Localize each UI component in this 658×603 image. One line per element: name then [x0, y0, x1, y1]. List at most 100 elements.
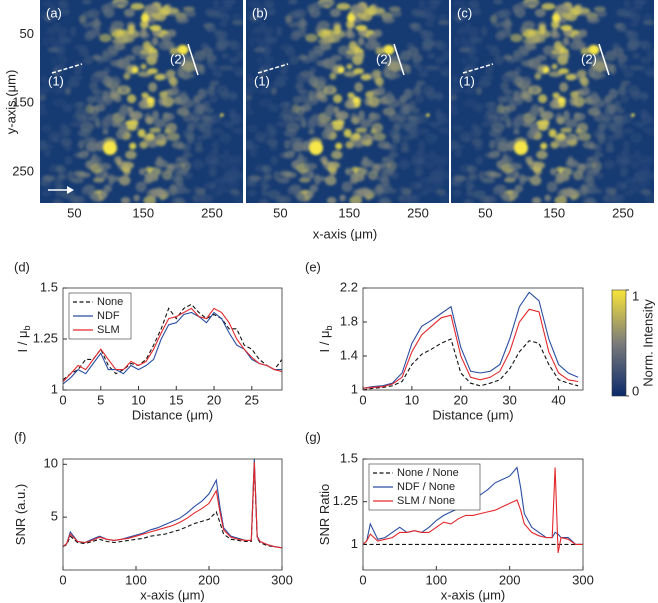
plot-frame: [362, 458, 584, 571]
y-axis-label: I / μb: [317, 326, 334, 353]
x-tick-label: 300: [572, 572, 594, 587]
data-line: [63, 462, 282, 549]
x-tick-label: 30: [502, 392, 516, 407]
x-tick-label: 300: [271, 572, 293, 587]
roi-label: (1): [459, 73, 475, 88]
image-panel: (c) (1) (2) 50 150 250: [446, 0, 658, 220]
roi-label: (2): [376, 51, 392, 66]
x-tick-label: 250: [612, 205, 634, 220]
roi-label: (1): [48, 73, 64, 88]
x-tick-label: 0: [359, 392, 366, 407]
y-axis-label: SNR (a.u.): [13, 484, 28, 545]
y-tick-label: 1: [351, 381, 358, 396]
data-line: [363, 308, 579, 389]
x-tick-label: 50: [478, 205, 492, 220]
y-axis-label-main: SNR Ratio: [317, 484, 332, 545]
panel-label: (e): [305, 259, 321, 274]
y-tick-label: 2.2: [340, 279, 358, 294]
roi-line: [462, 63, 494, 74]
legend-label: None / None: [397, 467, 459, 479]
plot-frame: [62, 287, 283, 391]
arrow-head: [67, 186, 74, 194]
x-tick-label: 20: [454, 392, 468, 407]
panel-label: (c): [457, 5, 472, 20]
x-tick-label: 0: [359, 572, 366, 587]
y-axis-label: I / μb: [15, 326, 32, 353]
roi-line: [598, 43, 610, 76]
x-tick-label: 40: [551, 392, 565, 407]
roi-line: [393, 43, 405, 76]
y-tick-label: 50: [20, 26, 34, 41]
y-tick-label: 1.5: [40, 279, 58, 294]
roi-line: [187, 43, 199, 76]
data-line: [63, 307, 282, 383]
x-tick-label: 50: [67, 205, 81, 220]
plot-frame: [62, 458, 283, 571]
y-tick-label: 1: [351, 536, 358, 551]
y-axis-label: y-axis (μm): [3, 70, 18, 135]
data-line: [363, 291, 579, 389]
image: [446, 0, 658, 207]
colorbar-label: Norm. Intensity: [640, 299, 655, 387]
legend-label: NDF / None: [397, 481, 455, 493]
panel-label: (a): [46, 5, 62, 20]
y-tick-label: 150: [12, 95, 34, 110]
y-axis-label: SNR Ratio: [317, 484, 332, 545]
image-panel: (b) (1) (2) 50 150 250: [241, 0, 454, 220]
x-tick-label: 250: [201, 205, 223, 220]
y-tick-label: 10: [44, 456, 58, 471]
roi-line: [51, 63, 83, 74]
y-tick-label: 1.25: [333, 493, 358, 508]
legend-label: NDF: [97, 310, 120, 322]
panel-label: (f): [14, 429, 26, 444]
image-panel: (a) (1) (2) 50 150 250 50 150 250: [12, 0, 248, 220]
x-tick-label: 50: [273, 205, 287, 220]
data-line: [63, 459, 282, 549]
x-tick-label: 200: [198, 572, 220, 587]
roi-line: [257, 63, 289, 74]
panel-label: (g): [305, 429, 321, 444]
x-tick-label: 150: [338, 205, 360, 220]
panel-label: (b): [252, 5, 268, 20]
data-line: [363, 338, 579, 390]
x-tick-label: 20: [207, 392, 221, 407]
data-line: [363, 467, 583, 554]
y-axis-label-main: I / μ: [15, 331, 30, 353]
y-tick-label: 1.4: [340, 347, 358, 362]
image: [35, 0, 248, 207]
roi-label: (2): [170, 51, 186, 66]
legend-label: SLM / None: [397, 495, 455, 507]
roi-label: (1): [254, 73, 270, 88]
y-tick-label: 5: [51, 509, 58, 524]
x-tick-label: 0: [59, 392, 66, 407]
x-tick-label: 0: [59, 572, 66, 587]
y-axis-label-main: I / μ: [317, 331, 332, 353]
x-axis-label: x-axis (μm): [313, 226, 378, 241]
x-tick-label: 25: [245, 392, 259, 407]
y-tick-label: 1: [51, 381, 58, 396]
y-axis-label-sub: b: [324, 326, 334, 331]
y-tick-label: 1.8: [340, 313, 358, 328]
x-tick-label: 150: [543, 205, 565, 220]
x-axis-label: Distance (μm): [432, 407, 513, 422]
x-tick-label: 15: [169, 392, 183, 407]
colorbar: [611, 289, 627, 397]
y-axis-label-main: SNR (a.u.): [13, 484, 28, 545]
x-tick-label: 10: [405, 392, 419, 407]
y-axis-label-sub: b: [22, 326, 32, 331]
x-tick-label: 200: [499, 572, 521, 587]
x-axis-label: x-axis (μm): [441, 587, 506, 602]
colorbar-tick-label: 1: [632, 288, 639, 303]
legend-label: None: [97, 296, 123, 308]
colorbar-tick-label: 0: [632, 383, 639, 398]
x-tick-label: 100: [125, 572, 147, 587]
panel-label: (d): [14, 259, 30, 274]
data-line: [63, 466, 282, 549]
y-tick-label: 1.25: [33, 330, 58, 345]
x-axis-label: Distance (μm): [132, 407, 213, 422]
x-tick-label: 100: [425, 572, 447, 587]
x-tick-label: 10: [131, 392, 145, 407]
x-tick-label: 150: [132, 205, 154, 220]
x-tick-label: 250: [407, 205, 429, 220]
